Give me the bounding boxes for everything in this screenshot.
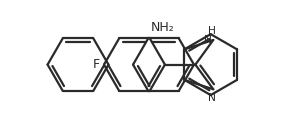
Text: F: F: [93, 58, 100, 71]
Text: NH₂: NH₂: [150, 21, 174, 34]
Text: N: N: [207, 93, 216, 103]
Text: H: H: [207, 26, 216, 36]
Text: N: N: [203, 35, 211, 45]
